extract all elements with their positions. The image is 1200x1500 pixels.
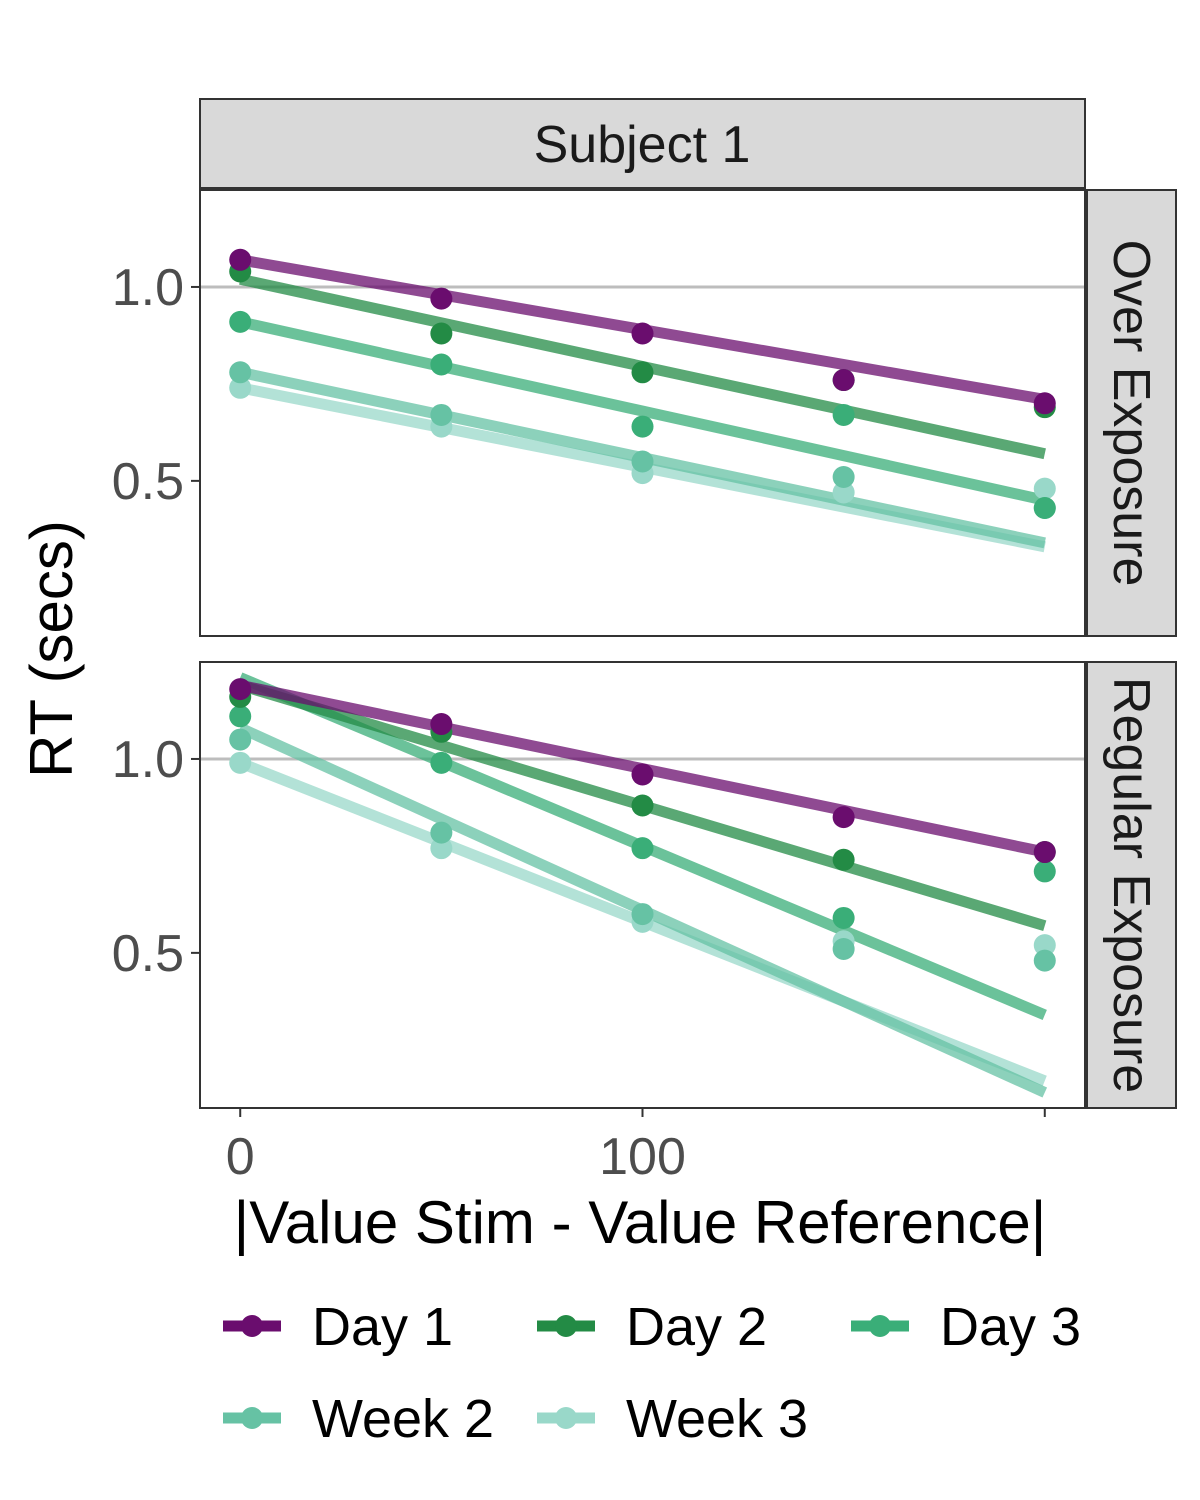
facet-title: Subject 1 — [534, 116, 751, 174]
y-tick-label-regular-exposure-0: 0.5 — [112, 925, 184, 983]
point-regular-exposure-week-2-200 — [1033, 949, 1056, 972]
y-tick-label-regular-exposure-1: 1.0 — [112, 731, 184, 789]
point-over-exposure-week-2-50 — [430, 403, 453, 426]
point-regular-exposure-day-1-150 — [832, 806, 855, 829]
point-regular-exposure-week-2-100 — [631, 903, 654, 926]
point-over-exposure-day-1-50 — [430, 287, 453, 310]
legend-label-week-3: Week 3 — [626, 1389, 808, 1449]
point-over-exposure-week-3-200 — [1033, 477, 1056, 500]
point-over-exposure-day-3-50 — [430, 353, 453, 376]
point-over-exposure-day-1-0 — [229, 248, 252, 271]
point-over-exposure-week-2-100 — [631, 450, 654, 473]
point-over-exposure-day-3-0 — [229, 310, 252, 333]
point-regular-exposure-day-1-200 — [1033, 841, 1056, 864]
point-over-exposure-week-2-0 — [229, 361, 252, 384]
point-regular-exposure-week-3-50 — [430, 837, 453, 860]
legend-label-day-3: Day 3 — [940, 1297, 1081, 1357]
point-regular-exposure-week-2-150 — [832, 937, 855, 960]
x-tick-label-1: 100 — [599, 1128, 686, 1186]
panel-over-exposure-strip — [1086, 189, 1177, 637]
point-regular-exposure-week-2-50 — [430, 821, 453, 844]
legend-key-point-day-3 — [869, 1315, 891, 1337]
legend-label-day-1: Day 1 — [312, 1297, 453, 1357]
point-regular-exposure-day-2-100 — [631, 794, 654, 817]
point-over-exposure-day-1-150 — [832, 369, 855, 392]
legend-key-point-week-3 — [555, 1407, 577, 1429]
point-regular-exposure-day-3-50 — [430, 751, 453, 774]
legend-item-week-2: Week 2 — [223, 1389, 494, 1449]
legend: Day 1 Day 2 Day 3 Week 2 Week 3 — [223, 1297, 1081, 1449]
legend-item-day-1: Day 1 — [223, 1297, 453, 1357]
point-over-exposure-week-2-150 — [832, 465, 855, 488]
point-over-exposure-day-3-150 — [832, 403, 855, 426]
point-over-exposure-day-2-100 — [631, 361, 654, 384]
point-regular-exposure-day-2-150 — [832, 848, 855, 871]
panel-over-exposure-border — [199, 189, 1086, 637]
legend-key-point-day-1 — [241, 1315, 263, 1337]
point-over-exposure-week-3-150 — [832, 481, 855, 504]
legend-label-day-2: Day 2 — [626, 1297, 767, 1357]
point-regular-exposure-day-1-100 — [631, 763, 654, 786]
legend-key-point-week-2 — [241, 1407, 263, 1429]
panel-over-exposure: Over Exposure — [199, 189, 1177, 637]
point-regular-exposure-day-3-100 — [631, 837, 654, 860]
point-over-exposure-day-2-50 — [430, 322, 453, 345]
point-regular-exposure-week-3-0 — [229, 751, 252, 774]
point-regular-exposure-week-3-200 — [1033, 934, 1056, 957]
legend-item-day-2: Day 2 — [537, 1297, 767, 1357]
point-regular-exposure-day-1-0 — [229, 678, 252, 701]
point-over-exposure-day-3-100 — [631, 415, 654, 438]
y-tick-label-over-exposure-0: 0.5 — [112, 453, 184, 511]
point-regular-exposure-day-3-150 — [832, 906, 855, 929]
facet-strip — [199, 98, 1086, 189]
point-regular-exposure-day-3-200 — [1033, 860, 1056, 883]
legend-label-week-2: Week 2 — [312, 1389, 494, 1449]
x-tick-label-0: 0 — [226, 1128, 255, 1186]
point-over-exposure-day-1-100 — [631, 322, 654, 345]
fit-line-over-exposure-day-3 — [239, 316, 1046, 506]
y-tick-label-over-exposure-1: 1.0 — [112, 259, 184, 317]
panel-regular-exposure: Regular Exposure — [199, 661, 1177, 1109]
point-over-exposure-day-1-200 — [1033, 392, 1056, 415]
point-regular-exposure-day-1-50 — [430, 713, 453, 736]
panel-regular-exposure-strip — [1086, 661, 1177, 1109]
point-over-exposure-day-3-200 — [1033, 497, 1056, 520]
legend-key-point-day-2 — [555, 1315, 577, 1337]
legend-item-week-3: Week 3 — [537, 1389, 808, 1449]
point-over-exposure-week-3-0 — [229, 376, 252, 399]
legend-item-day-3: Day 3 — [851, 1297, 1081, 1357]
panel-regular-exposure-label: Regular Exposure — [1102, 677, 1160, 1093]
panel-over-exposure-label: Over Exposure — [1102, 240, 1160, 587]
y-axis-title: RT (secs) — [18, 520, 85, 778]
x-axis-title: |Value Stim - Value Reference| — [234, 1189, 1047, 1256]
point-regular-exposure-week-2-0 — [229, 728, 252, 751]
point-regular-exposure-day-3-0 — [229, 705, 252, 728]
